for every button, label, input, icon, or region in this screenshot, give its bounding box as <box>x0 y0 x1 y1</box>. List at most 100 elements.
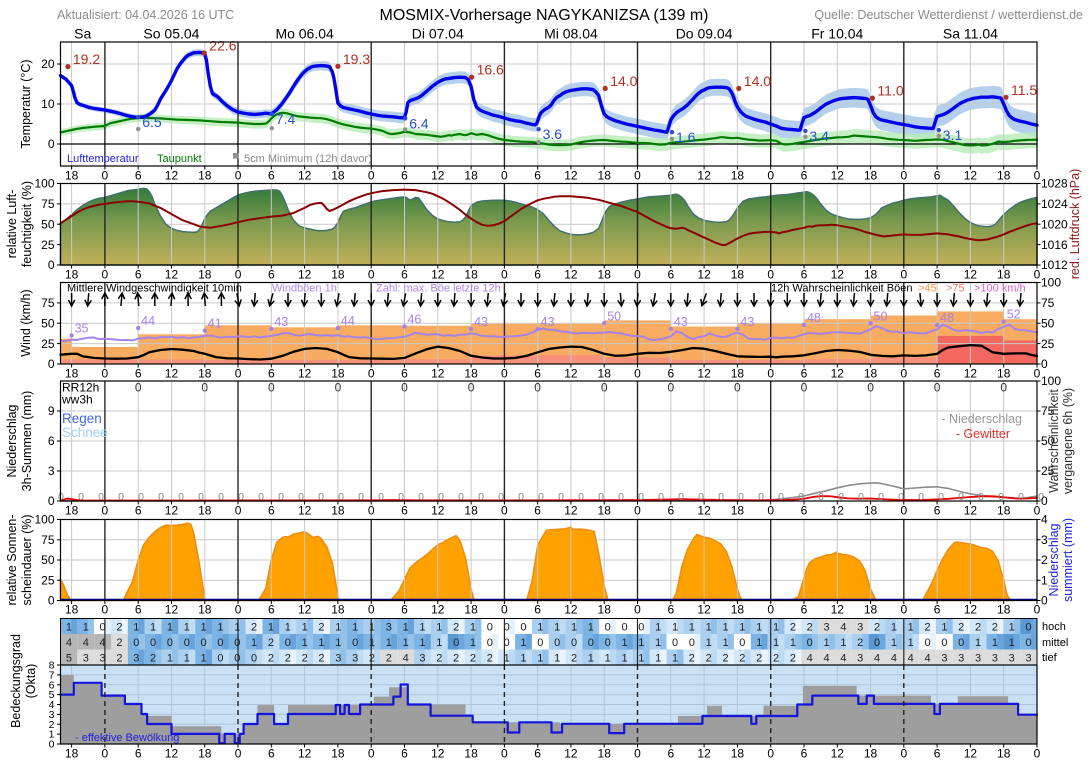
svg-text:0: 0 <box>598 491 604 503</box>
svg-text:1: 1 <box>167 653 173 665</box>
svg-text:6: 6 <box>401 504 408 518</box>
svg-text:0: 0 <box>734 381 741 395</box>
svg-text:18: 18 <box>198 169 212 183</box>
svg-text:0: 0 <box>158 491 164 503</box>
svg-text:2: 2 <box>925 622 931 634</box>
svg-text:0: 0 <box>874 637 880 649</box>
svg-text:1: 1 <box>369 622 375 634</box>
svg-text:Di 07.04: Di 07.04 <box>412 26 464 42</box>
svg-text:43: 43 <box>474 315 488 329</box>
svg-text:43: 43 <box>674 315 688 329</box>
svg-text:12: 12 <box>298 268 312 282</box>
svg-text:1: 1 <box>335 637 341 649</box>
svg-text:2: 2 <box>453 622 459 634</box>
svg-text:43: 43 <box>541 315 555 329</box>
svg-text:0: 0 <box>900 603 907 617</box>
svg-text:6: 6 <box>268 747 275 761</box>
svg-text:0: 0 <box>898 491 904 503</box>
svg-text:6: 6 <box>934 504 941 518</box>
svg-text:12: 12 <box>431 268 445 282</box>
svg-text:14.0: 14.0 <box>744 73 771 89</box>
svg-text:>100 km/h: >100 km/h <box>974 283 1026 295</box>
svg-text:0: 0 <box>537 637 543 649</box>
svg-text:0: 0 <box>285 637 291 649</box>
svg-text:6: 6 <box>934 747 941 761</box>
svg-text:0: 0 <box>48 494 55 508</box>
svg-text:0: 0 <box>48 258 55 272</box>
svg-text:5: 5 <box>49 689 55 701</box>
svg-text:0: 0 <box>167 637 173 649</box>
svg-text:0: 0 <box>278 491 284 503</box>
svg-text:relative Sonnen-: relative Sonnen- <box>5 514 19 605</box>
svg-text:75: 75 <box>1041 404 1055 418</box>
svg-text:tief: tief <box>1042 652 1058 664</box>
svg-text:0: 0 <box>501 747 508 761</box>
svg-text:1: 1 <box>571 622 577 634</box>
svg-text:1: 1 <box>436 622 442 634</box>
svg-text:0: 0 <box>767 504 774 518</box>
svg-text:12: 12 <box>431 504 445 518</box>
svg-text:6: 6 <box>934 603 941 617</box>
svg-text:0: 0 <box>634 747 641 761</box>
svg-text:feuchtigkeit (%): feuchtigkeit (%) <box>20 181 34 267</box>
svg-text:12: 12 <box>165 169 179 183</box>
svg-text:0: 0 <box>135 381 142 395</box>
svg-text:0: 0 <box>1000 381 1007 395</box>
svg-text:0: 0 <box>268 381 275 395</box>
svg-text:75: 75 <box>41 296 55 310</box>
svg-text:0: 0 <box>501 504 508 518</box>
svg-text:1: 1 <box>588 622 594 634</box>
svg-text:0: 0 <box>504 622 510 634</box>
svg-text:1: 1 <box>201 653 207 665</box>
svg-text:3: 3 <box>941 653 947 665</box>
svg-text:0: 0 <box>738 491 744 503</box>
svg-text:1: 1 <box>217 622 223 634</box>
svg-text:4: 4 <box>874 653 880 665</box>
svg-text:0: 0 <box>634 367 641 381</box>
svg-text:1: 1 <box>150 622 156 634</box>
svg-text:75: 75 <box>41 533 55 547</box>
svg-text:12: 12 <box>831 169 845 183</box>
svg-text:0: 0 <box>48 137 55 151</box>
svg-text:18: 18 <box>864 268 878 282</box>
svg-text:0: 0 <box>1018 491 1024 503</box>
svg-text:0: 0 <box>698 491 704 503</box>
svg-text:48: 48 <box>807 311 821 325</box>
svg-text:Niederschlag: Niederschlag <box>5 404 19 477</box>
svg-text:0: 0 <box>49 739 55 751</box>
svg-text:0: 0 <box>900 169 907 183</box>
svg-text:10: 10 <box>41 97 55 111</box>
svg-text:18: 18 <box>331 747 345 761</box>
svg-text:Zahl: max. Böe letzte 12h: Zahl: max. Böe letzte 12h <box>376 283 501 295</box>
svg-text:1: 1 <box>891 637 897 649</box>
svg-text:0: 0 <box>234 637 240 649</box>
svg-text:18: 18 <box>997 603 1011 617</box>
svg-text:18: 18 <box>864 169 878 183</box>
svg-text:0: 0 <box>900 747 907 761</box>
svg-text:50: 50 <box>1041 434 1055 448</box>
svg-text:0: 0 <box>368 747 375 761</box>
svg-text:>75: >75 <box>946 283 965 295</box>
svg-text:1: 1 <box>756 637 762 649</box>
svg-text:0: 0 <box>818 491 824 503</box>
svg-text:12: 12 <box>564 603 578 617</box>
svg-text:0: 0 <box>368 504 375 518</box>
svg-text:1: 1 <box>891 622 897 634</box>
svg-text:1: 1 <box>908 622 914 634</box>
svg-text:RR12h: RR12h <box>62 381 99 395</box>
svg-text:2: 2 <box>318 653 324 665</box>
svg-text:12: 12 <box>165 747 179 761</box>
svg-text:0: 0 <box>518 491 524 503</box>
svg-text:1: 1 <box>722 622 728 634</box>
svg-text:6: 6 <box>534 747 541 761</box>
svg-text:2: 2 <box>302 653 308 665</box>
svg-text:0: 0 <box>634 504 641 518</box>
svg-text:0: 0 <box>838 491 844 503</box>
svg-text:0: 0 <box>78 491 84 503</box>
svg-text:vergangene 6h (%): vergangene 6h (%) <box>1061 388 1075 494</box>
svg-text:6: 6 <box>48 434 55 448</box>
svg-text:18: 18 <box>731 367 745 381</box>
svg-text:>45: >45 <box>918 283 937 295</box>
svg-text:6: 6 <box>534 504 541 518</box>
svg-text:0: 0 <box>739 637 745 649</box>
